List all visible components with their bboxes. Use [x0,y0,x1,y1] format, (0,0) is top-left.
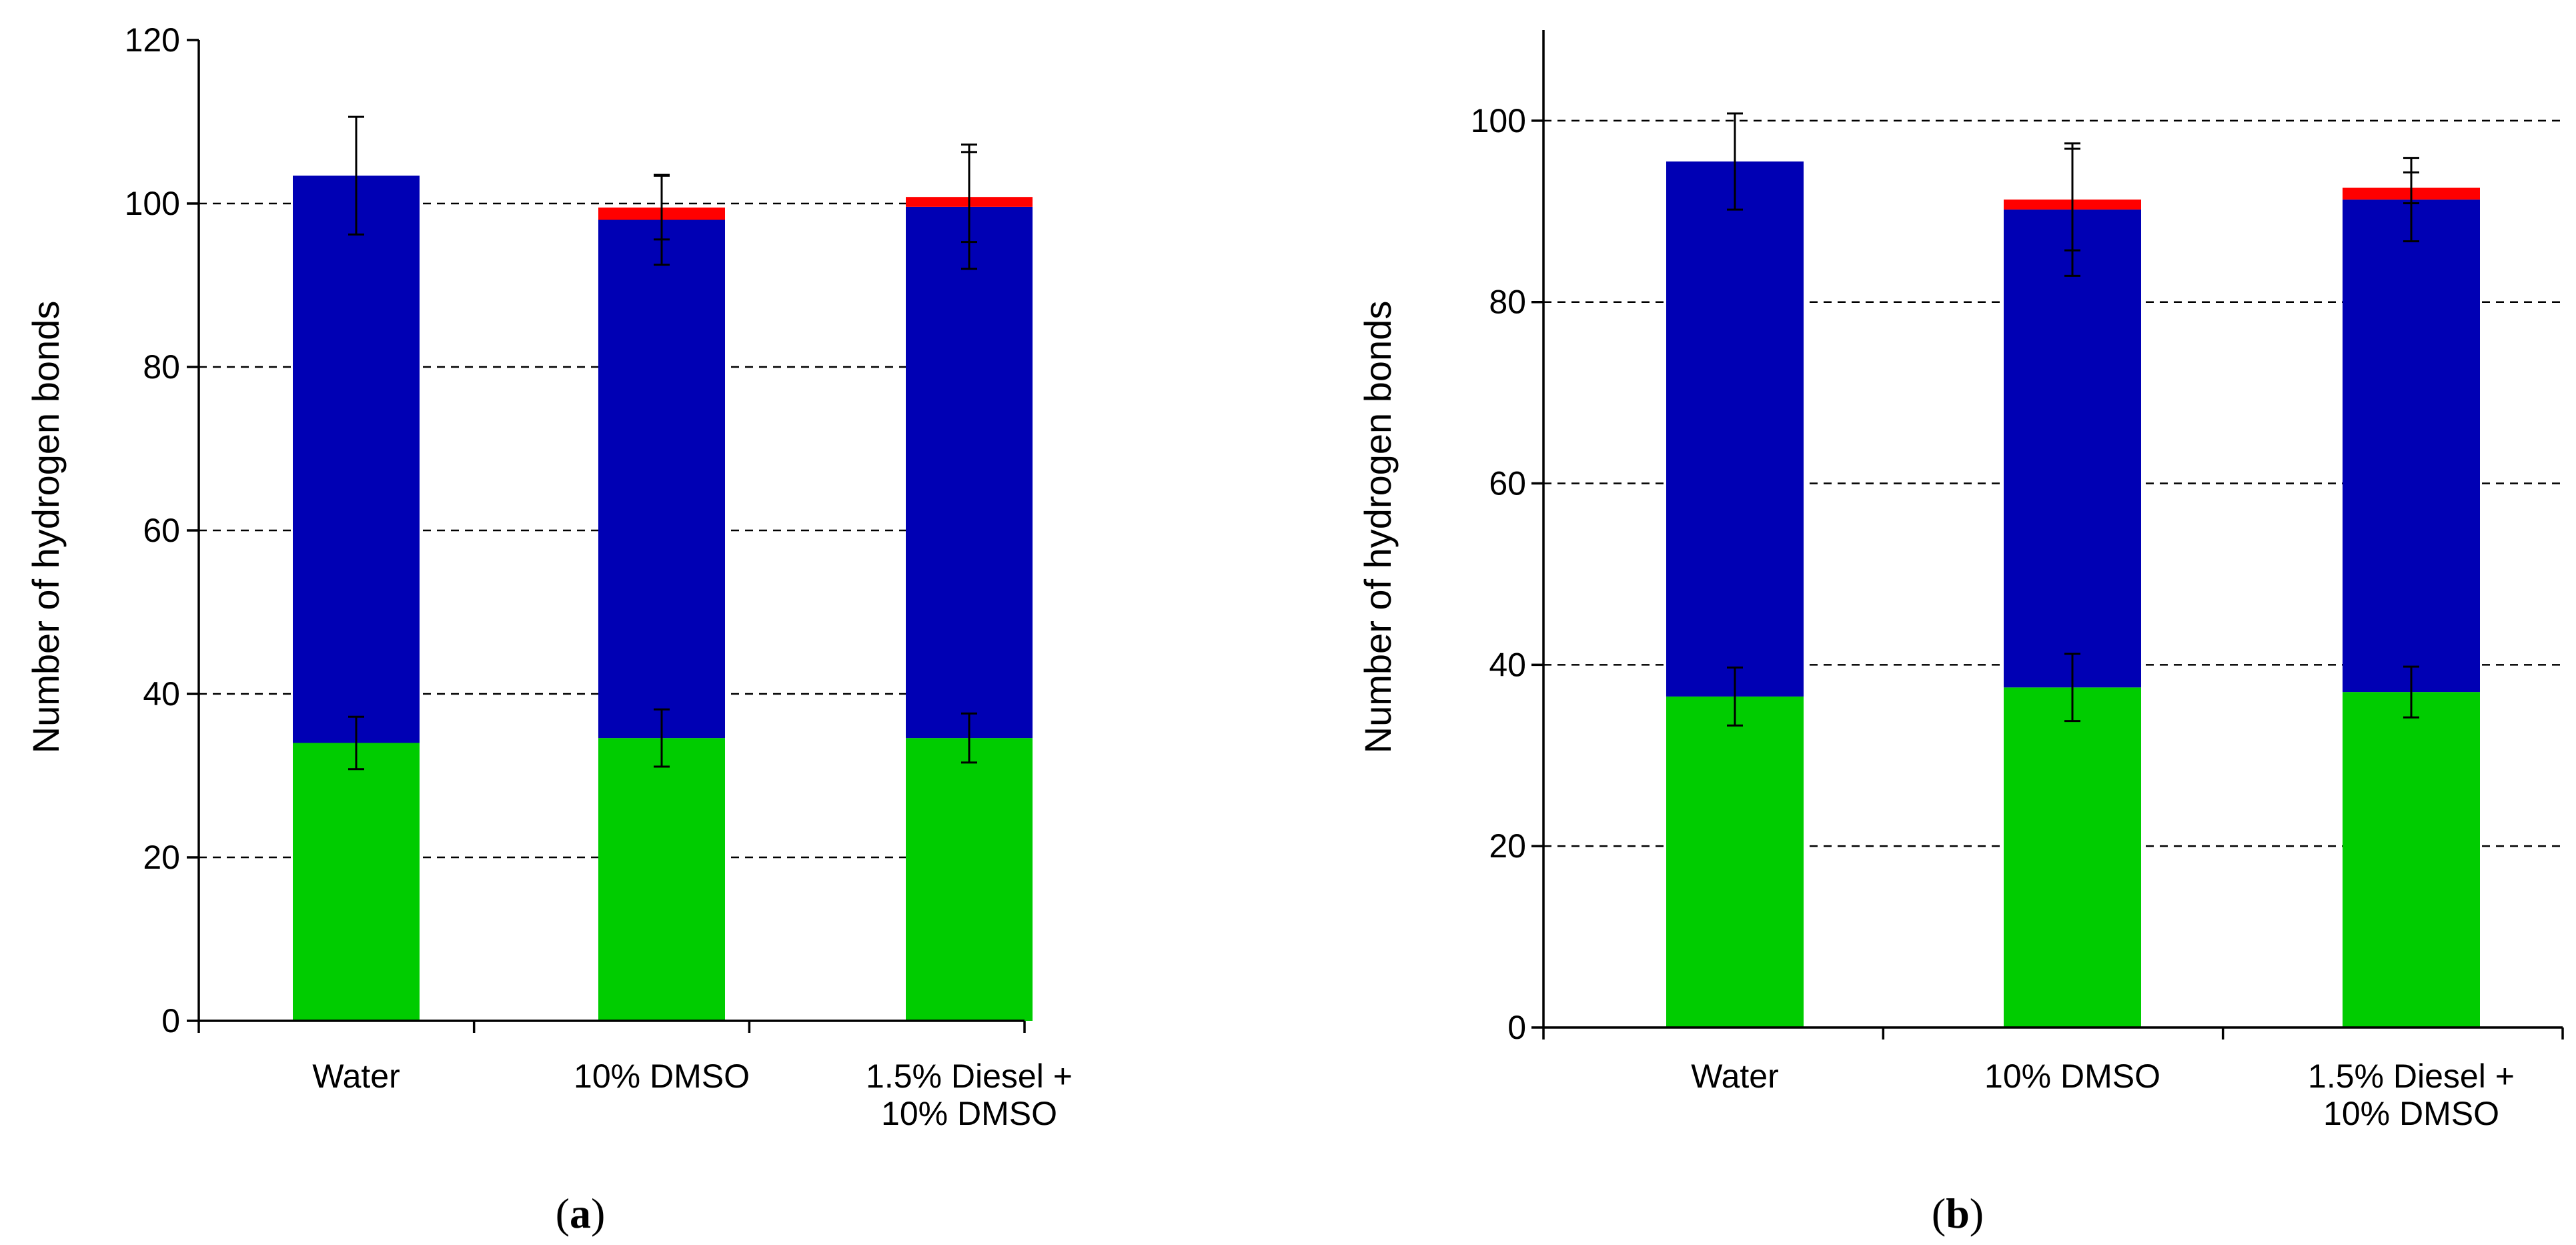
panel-label-letter: b [1946,1190,1970,1237]
panel-label-open: ( [1932,1190,1946,1237]
y-tick-label: 20 [143,839,180,876]
y-tick-label: 0 [161,1002,180,1040]
panel-label-close: ) [1970,1190,1984,1237]
bar-green [2004,687,2141,1027]
bar-blue [598,220,725,739]
bar-green [293,743,420,1021]
x-category-label: 1.5% Diesel + [2308,1058,2515,1095]
panel-label-open: ( [556,1190,570,1237]
y-tick-label: 60 [1489,465,1526,502]
bar-green [906,738,1033,1021]
y-axis-title: Number of hydrogen bonds [1357,301,1399,754]
bar-green [598,738,725,1021]
bar-green [2343,692,2480,1027]
panel-label: (a) [556,1190,606,1237]
panel-label: (b) [1932,1190,1984,1237]
y-tick-label: 20 [1489,827,1526,865]
x-category-label: Water [1691,1058,1779,1095]
y-tick-label: 120 [125,21,180,59]
panel-label-close: ) [591,1190,605,1237]
x-category-label: 10% DMSO [2323,1095,2499,1132]
x-category-label: Water [312,1058,400,1095]
bar-blue [2004,210,2141,688]
bar-green [1666,696,1804,1027]
y-tick-label: 100 [1471,102,1526,139]
y-tick-label: 40 [1489,646,1526,683]
panel-label-letter: a [570,1190,591,1237]
bar-blue [1666,161,1804,697]
y-tick-label: 100 [125,185,180,222]
x-category-label: 10% DMSO [1984,1058,2160,1095]
bar-blue [2343,199,2480,693]
y-tick-label: 80 [143,348,180,386]
x-category-label: 10% DMSO [881,1095,1057,1132]
x-category-label: 1.5% Diesel + [866,1058,1073,1095]
y-axis-title: Number of hydrogen bonds [25,301,67,754]
y-tick-label: 40 [143,675,180,713]
bar-blue [906,206,1033,739]
bar-blue [293,175,420,743]
y-tick-label: 80 [1489,284,1526,321]
y-tick-label: 60 [143,512,180,549]
y-tick-label: 0 [1507,1009,1526,1046]
x-category-label: 10% DMSO [574,1058,750,1095]
